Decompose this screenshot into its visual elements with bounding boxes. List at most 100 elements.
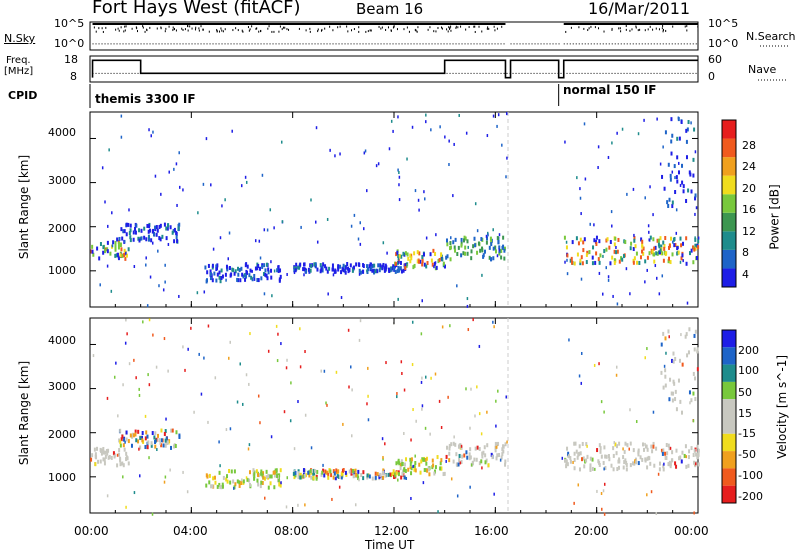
power-band-6-cell (696, 256, 698, 260)
power-band-3-cell (355, 262, 357, 266)
velocity-band-1-cell (165, 439, 167, 443)
velocity-band-1-cell (131, 444, 133, 448)
velocity-scatter-cell (366, 402, 368, 405)
velocity-scatter-cell (629, 408, 631, 411)
power-band-1-cell (133, 230, 135, 234)
velocity-scatter-cell (492, 321, 494, 324)
power-band-3-cell (332, 263, 334, 267)
velocity-band-5-cell (480, 459, 482, 463)
velocity-band-3-cell (404, 475, 406, 479)
power-band-5-cell (464, 252, 466, 256)
velocity-band-7-cell (679, 359, 681, 363)
power-band-6-cell (596, 236, 598, 240)
power-scatter-cell (493, 115, 495, 118)
noise-sample (685, 26, 686, 28)
noise-sample (174, 28, 175, 30)
noise-sample (118, 28, 119, 30)
velocity-scatter-cell (594, 468, 596, 471)
noise-sample (595, 26, 596, 28)
velocity-scatter-cell (562, 457, 564, 460)
power-scatter-cell (662, 145, 664, 148)
noise-sample (283, 27, 284, 29)
power-scatter-cell (616, 132, 618, 135)
power-band-2-cell (249, 269, 251, 273)
power-scatter-cell (433, 265, 435, 268)
power-band-4-cell (418, 260, 420, 264)
velocity-band-6-cell (668, 444, 670, 448)
velocity-scatter-cell (441, 426, 443, 429)
power-band-6-cell (663, 259, 665, 263)
power-scatter-cell (475, 202, 477, 205)
power-scatter-cell (351, 225, 353, 228)
power-scatter-cell (260, 256, 262, 259)
velocity-scatter-cell (469, 427, 471, 430)
velocity-scatter-cell (603, 467, 605, 470)
power-band-4-cell (431, 259, 433, 263)
velocity-band-6-cell (642, 442, 644, 446)
velocity-scatter-cell (241, 478, 243, 481)
velocity-band-7-cell (697, 347, 699, 351)
velocity-band-1-cell (119, 429, 121, 433)
velocity-band-5-cell (446, 455, 448, 459)
velocity-band-3-cell (343, 468, 345, 472)
power-band-5-cell (446, 238, 448, 242)
power-scatter-cell (608, 275, 610, 278)
velocity-band-5-cell (446, 446, 448, 450)
power-scatter-cell (599, 272, 601, 275)
velocity-band-1-cell (157, 434, 159, 438)
velocity-scatter-cell (404, 389, 406, 392)
power-band-5-cell (449, 241, 451, 245)
noise-sample (183, 29, 184, 31)
power-scatter-cell (148, 128, 150, 131)
velocity-scatter-cell (228, 357, 230, 360)
velocity-scatter-cell (636, 420, 638, 423)
power-band-2-cell (239, 278, 241, 282)
power-band-7-cell (676, 175, 678, 179)
power-scatter-cell (638, 132, 640, 135)
noise-sample (115, 29, 116, 31)
power-band-7-cell (695, 193, 697, 197)
velocity-band-2-cell (262, 476, 264, 480)
velocity-scatter-cell (644, 443, 646, 446)
power-band-6-cell (599, 253, 601, 257)
power-scatter-cell (267, 229, 269, 232)
power-scatter-cell (366, 189, 368, 192)
velocity-colorbar-swatch-0 (722, 330, 736, 347)
power-band-2-cell (212, 264, 214, 268)
velocity-scatter-cell (461, 445, 463, 448)
velocity-scatter-cell (239, 362, 241, 365)
power-band-6-cell (571, 261, 573, 265)
velocity-scatter-cell (406, 477, 408, 480)
power-band-1-cell (178, 223, 180, 227)
velocity-scatter-cell (286, 359, 288, 362)
velocity-scatter-cell (421, 381, 423, 384)
power-band-2-cell (237, 273, 239, 277)
power-scatter-cell (564, 261, 566, 264)
power-band-6-cell (571, 257, 573, 261)
velocity-band-7-cell (664, 336, 666, 340)
velocity-band-6-cell (583, 464, 585, 468)
velocity-band-6-cell (659, 462, 661, 466)
power-band-7-cell (691, 189, 693, 193)
velocity-band-6-cell (698, 462, 700, 466)
power-band-2-cell (210, 272, 212, 276)
power-scatter-cell (487, 233, 489, 236)
noise-sample (501, 26, 502, 28)
power-band-6-cell (681, 253, 683, 257)
power-scatter-cell (598, 145, 600, 148)
noise-sample (267, 28, 268, 30)
velocity-band-7-cell (665, 383, 667, 387)
noise-sample (126, 25, 127, 27)
power-band-1-cell (126, 232, 128, 236)
power-band-1-cell (164, 223, 166, 227)
velocity-band-6-cell (592, 467, 594, 471)
noise-sample (457, 26, 458, 28)
power-scatter-cell (644, 196, 646, 199)
power-band-6-cell (697, 245, 699, 249)
power-band-3-cell (348, 268, 350, 272)
power-scatter-cell (694, 236, 696, 239)
noise-sample (220, 27, 221, 29)
power-band-6-cell (664, 236, 666, 240)
velocity-band-3-cell (367, 473, 369, 477)
power-scatter-cell (466, 132, 468, 135)
